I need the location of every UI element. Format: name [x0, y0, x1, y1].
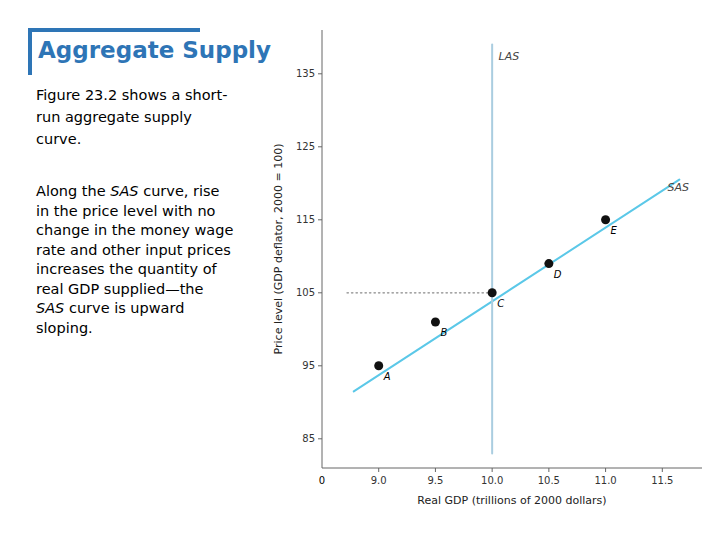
line: [347, 292, 492, 293]
x-tick-label: 11.0: [594, 475, 616, 486]
paragraph-text: curve is upward: [64, 300, 184, 316]
point: [488, 288, 497, 297]
point: [601, 215, 610, 224]
line: [491, 45, 493, 454]
annotation: LAS: [499, 50, 520, 63]
point-label: B: [440, 327, 447, 338]
point-label: C: [497, 298, 504, 309]
y-tick-label: 135: [296, 68, 315, 79]
y-tick-label: 115: [296, 214, 315, 225]
y-tick: [318, 365, 322, 366]
line: [354, 180, 680, 392]
paragraph-line: curve.: [36, 131, 81, 147]
x-tick-label: 9.5: [427, 475, 443, 486]
y-tick: [318, 438, 322, 439]
title-bar: [28, 30, 32, 75]
paragraph-line: sloping.: [36, 320, 93, 336]
y-tick-label: 125: [296, 141, 315, 152]
point: [544, 259, 553, 268]
y-axis-label: Price level (GDP deflator, 2000 = 100): [272, 144, 285, 355]
paragraph-text: SAS: [110, 183, 138, 199]
paragraph-line: Along the SAS curve, rise: [36, 183, 220, 199]
point-label: A: [383, 371, 391, 382]
paragraph-text: curve, rise: [139, 183, 220, 199]
x-tick: [378, 468, 379, 472]
paragraph-line: in the price level with no: [36, 203, 216, 219]
paragraph-line: Figure 23.2 shows a short-: [36, 87, 227, 103]
x-tick: [605, 468, 606, 472]
paragraph-line: real GDP supplied—the: [36, 281, 204, 297]
x-tick: [548, 468, 549, 472]
point-label: E: [611, 225, 618, 236]
paragraph-line: change in the money wage: [36, 222, 233, 238]
x-tick-label: 11.5: [651, 475, 673, 486]
paragraph-text: sloping.: [36, 320, 93, 336]
paragraph-line: increases the quantity of: [36, 261, 218, 277]
point: [374, 361, 383, 370]
x-tick: [492, 468, 493, 472]
title: Aggregate Supply: [38, 37, 271, 63]
paragraph-text: Figure 23.2 shows a short-: [36, 87, 227, 103]
x-tick-label: 9.0: [371, 475, 387, 486]
paragraph-text: run aggregate supply: [36, 109, 192, 125]
origin-label: 0: [319, 475, 325, 486]
paragraph-line: rate and other input prices: [36, 242, 231, 258]
y-tick: [318, 292, 322, 293]
point-label: D: [554, 269, 562, 280]
x-axis-label: Real GDP (trillions of 2000 dollars): [417, 494, 606, 507]
paragraph-text: rate and other input prices: [36, 242, 231, 258]
chart-root: Aggregate Supply Figure 23.2 shows a shor…: [0, 0, 720, 540]
x-tick: [662, 468, 663, 472]
paragraph-text: in the price level with no: [36, 203, 216, 219]
paragraph-text: Along the: [36, 183, 110, 199]
x-tick-label: 10.5: [538, 475, 560, 486]
y-tick: [318, 146, 322, 147]
y-tick: [318, 219, 322, 220]
plot-area: [347, 45, 679, 454]
y-tick-label: 95: [302, 360, 315, 371]
x-tick-label: 10.0: [481, 475, 503, 486]
y-tick: [318, 73, 322, 74]
paragraph-text: change in the money wage: [36, 222, 233, 238]
point: [431, 318, 440, 327]
paragraph-line: run aggregate supply: [36, 109, 192, 125]
paragraph-text: SAS: [36, 300, 64, 316]
y-axis: [322, 30, 323, 468]
y-tick-label: 105: [296, 287, 315, 298]
paragraph-line: SAS curve is upward: [36, 300, 184, 316]
title-bar: [28, 28, 200, 32]
labels: A B C D E SAS LAS 0: [319, 50, 689, 486]
y-tick-label: 85: [302, 433, 315, 444]
paragraph-text: real GDP supplied—the: [36, 281, 204, 297]
x-tick: [435, 468, 436, 472]
annotation: SAS: [668, 181, 690, 194]
paragraph-text: increases the quantity of: [36, 261, 218, 277]
paragraph-text: curve.: [36, 131, 81, 147]
